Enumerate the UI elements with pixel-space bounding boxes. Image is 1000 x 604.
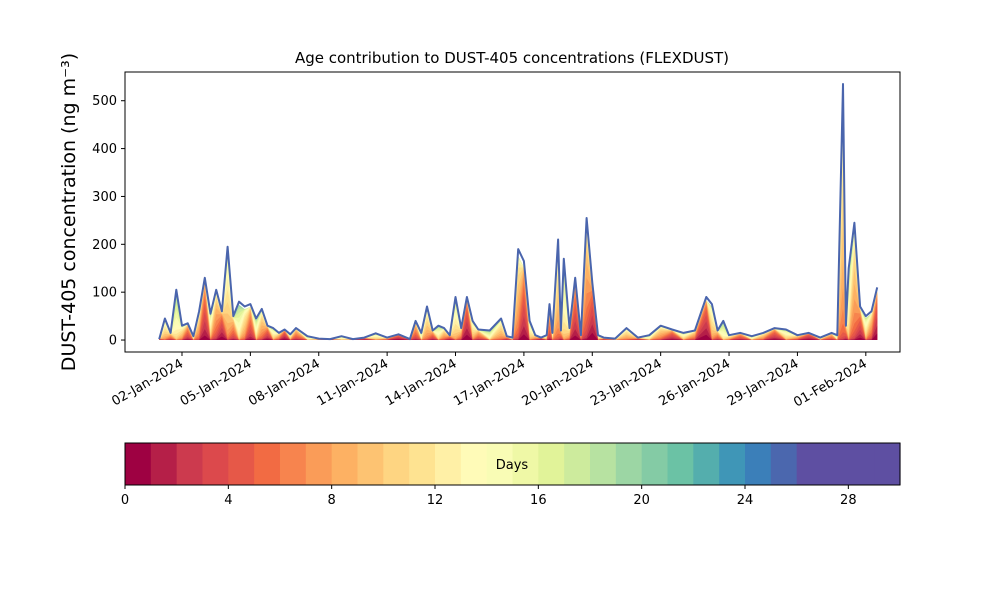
colorbar: 0 4 8 12 16 20 24 28 [121,443,901,508]
y-tick-label: 200 [92,238,117,253]
colorbar-segment-11 [409,443,435,485]
y-tick-label: 100 [92,286,117,301]
colorbar-tick-label: 8 [328,493,336,508]
colorbar-segment-10 [383,443,409,485]
colorbar-tick-label: 0 [121,493,129,508]
x-tick-label: 11-Jan-2024 [315,356,392,409]
colorbar-segment-25 [771,443,797,485]
y-tick-label: 400 [92,142,117,157]
colorbar-segment-23 [719,443,745,485]
x-tick-label: 29-Jan-2024 [725,356,802,409]
colorbar-segment-1 [151,443,177,485]
y-tick-label: 0 [109,334,117,349]
plot-area: 0 100 200 300 400 500 02-Jan-202405-Jan-202408… [92,72,900,410]
x-tick-label: 20-Jan-2024 [520,356,597,409]
y-axis-label: DUST-405 concentration (ng m⁻³) [58,53,80,371]
colorbar-segment-26 [797,443,823,485]
colorbar-segment-16 [538,443,564,485]
x-tick-label: 23-Jan-2024 [588,356,665,409]
colorbar-segment-22 [693,443,719,485]
colorbar-segment-12 [435,443,461,485]
x-tick-label: 02-Jan-2024 [109,356,186,409]
colorbar-segment-6 [280,443,306,485]
colorbar-segment-19 [616,443,642,485]
x-tick-label: 14-Jan-2024 [383,356,460,409]
colorbar-segment-28 [848,443,874,485]
colorbar-segment-24 [745,443,771,485]
x-tick-label: 05-Jan-2024 [178,356,255,409]
chart-title: Age contribution to DUST-405 concentrati… [295,49,729,67]
colorbar-label: Days [496,458,529,473]
colorbar-segment-3 [203,443,229,485]
y-tick-label: 300 [92,190,117,205]
y-tick-label: 500 [92,94,117,109]
colorbar-segment-7 [306,443,332,485]
colorbar-segment-21 [668,443,694,485]
colorbar-segment-4 [228,443,254,485]
colorbar-segment-9 [358,443,384,485]
colorbar-segment-20 [642,443,668,485]
colorbar-segment-13 [461,443,487,485]
colorbar-tick-label: 24 [737,493,754,508]
colorbar-segment-2 [177,443,203,485]
colorbar-tick-label: 12 [427,493,444,508]
colorbar-tick-label: 20 [633,493,650,508]
colorbar-segment-18 [590,443,616,485]
colorbar-segment-5 [254,443,280,485]
colorbar-tick-label: 4 [224,493,232,508]
x-tick-label: 08-Jan-2024 [246,356,323,409]
colorbar-tick-label: 16 [530,493,547,508]
colorbar-segment-29 [874,443,900,485]
colorbar-segment-17 [564,443,590,485]
colorbar-segment-8 [332,443,358,485]
colorbar-segment-27 [823,443,849,485]
x-tick-label: 01-Feb-2024 [791,356,870,410]
colorbar-segment-0 [125,443,151,485]
x-tick-label: 26-Jan-2024 [656,356,733,409]
colorbar-tick-label: 28 [840,493,857,508]
x-tick-label: 17-Jan-2024 [451,356,528,409]
